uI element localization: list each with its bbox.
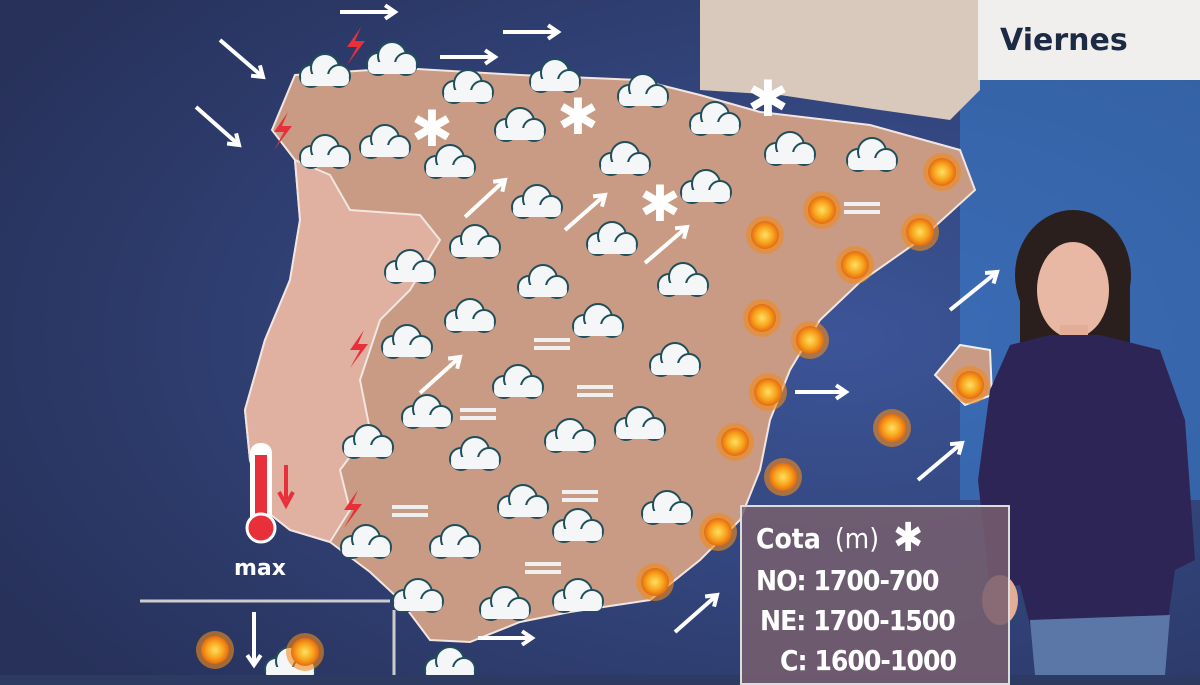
rain-cloud-icon [657, 262, 709, 297]
rain-cloud-icon [641, 490, 693, 525]
sun-icon [951, 366, 989, 404]
lightning-icon [274, 112, 292, 150]
rain-cloud-icon [359, 124, 411, 159]
wind-arrow-icon [503, 23, 562, 41]
rain-cloud-icon [544, 418, 596, 453]
sun-icon [749, 373, 787, 411]
legend-row: NE: 1700-1500 [760, 604, 956, 637]
sun-icon [716, 423, 754, 461]
snowflake-icon: ✱ [747, 70, 789, 128]
lightning-icon [344, 490, 362, 528]
snowflake-icon: ✱ [557, 88, 599, 146]
wind-arrow-icon [478, 629, 536, 647]
sun-icon [699, 513, 737, 551]
rain-cloud-icon [846, 137, 898, 172]
sun-icon [286, 633, 324, 671]
rain-cloud-icon [401, 394, 453, 429]
wind-arrow-icon [245, 612, 263, 669]
rain-cloud-icon [299, 134, 351, 169]
sun-icon [791, 321, 829, 359]
rain-cloud-icon [366, 41, 418, 76]
sun-icon [743, 299, 781, 337]
rain-cloud-icon [689, 101, 741, 136]
snowflake-icon: ✱ [411, 100, 453, 158]
wind-arrow-icon [795, 383, 850, 401]
rain-cloud-icon [552, 508, 604, 543]
rain-cloud-icon [680, 169, 732, 204]
rain-cloud-icon [449, 224, 501, 259]
rain-cloud-icon [617, 73, 669, 108]
rain-cloud-icon [429, 524, 481, 559]
temperature-label: max [234, 556, 286, 581]
rain-cloud-icon [614, 406, 666, 441]
fog-icon [577, 385, 613, 397]
sun-icon [746, 216, 784, 254]
sun-icon [803, 191, 841, 229]
lightning-icon [350, 330, 368, 368]
rain-cloud-icon [492, 364, 544, 399]
presenter [978, 210, 1195, 675]
wind-arrow-icon [916, 440, 965, 482]
rain-cloud-icon [449, 436, 501, 471]
fog-icon [460, 408, 496, 420]
wind-arrow-icon [418, 354, 463, 395]
rain-cloud-icon [649, 342, 701, 377]
wind-arrow-icon [340, 3, 399, 21]
rain-cloud-icon [764, 131, 816, 166]
snow-level-legend: Cota (m) ✱ NO: 1700-700 NE: 1700-1500 C: 1… [740, 505, 1010, 685]
sun-icon [836, 246, 874, 284]
day-label: Viernes [978, 0, 1200, 80]
rain-cloud-icon [497, 484, 549, 519]
rain-cloud-icon [424, 646, 476, 675]
wind-arrow-icon [463, 177, 508, 219]
rain-cloud-icon [529, 58, 581, 93]
wind-arrow-icon [563, 192, 608, 232]
rain-cloud-icon [381, 324, 433, 359]
fog-icon [844, 202, 880, 214]
thermometer-icon [245, 443, 295, 544]
rain-cloud-icon [424, 144, 476, 179]
rain-cloud-icon [586, 221, 638, 256]
france-land [700, 0, 980, 120]
sun-icon [764, 458, 802, 496]
rain-cloud-icon [444, 298, 496, 333]
snowflake-icon: ✱ [893, 515, 924, 561]
lightning-icon [347, 27, 365, 65]
sun-icon [923, 153, 961, 191]
sun-icon [636, 563, 674, 601]
rain-cloud-icon [384, 249, 436, 284]
rain-cloud-icon [342, 424, 394, 459]
sun-icon [196, 631, 234, 669]
legend-row: NO: 1700-700 [756, 564, 939, 597]
sun-icon [901, 213, 939, 251]
rain-cloud-icon [442, 69, 494, 104]
rain-cloud-icon [511, 184, 563, 219]
legend-unit: (m) [834, 521, 880, 555]
rain-cloud-icon [552, 578, 604, 613]
sun-icon [873, 409, 911, 447]
wind-arrow-icon [440, 48, 499, 66]
rain-cloud-icon [494, 107, 546, 142]
fog-icon [525, 562, 561, 574]
portugal-region [243, 158, 442, 544]
wind-arrow-icon [673, 592, 720, 634]
rain-cloud-icon [572, 303, 624, 338]
wind-arrow-icon [194, 105, 242, 148]
snowflake-icon: ✱ [639, 175, 681, 233]
fog-icon [392, 505, 428, 517]
legend-title: Cota [756, 521, 821, 555]
rain-cloud-icon [340, 524, 392, 559]
rain-cloud-icon [599, 141, 651, 176]
legend-row: C: 1600-1000 [780, 644, 957, 677]
rain-cloud-icon [392, 578, 444, 613]
rain-cloud-icon [479, 586, 531, 621]
rain-cloud-icon [299, 53, 351, 88]
wind-arrow-icon [218, 38, 266, 80]
fog-icon [562, 490, 598, 502]
wind-arrow-icon [948, 269, 1000, 312]
wind-arrow-icon [643, 224, 690, 265]
rain-cloud-icon [517, 264, 569, 299]
fog-icon [534, 338, 570, 350]
